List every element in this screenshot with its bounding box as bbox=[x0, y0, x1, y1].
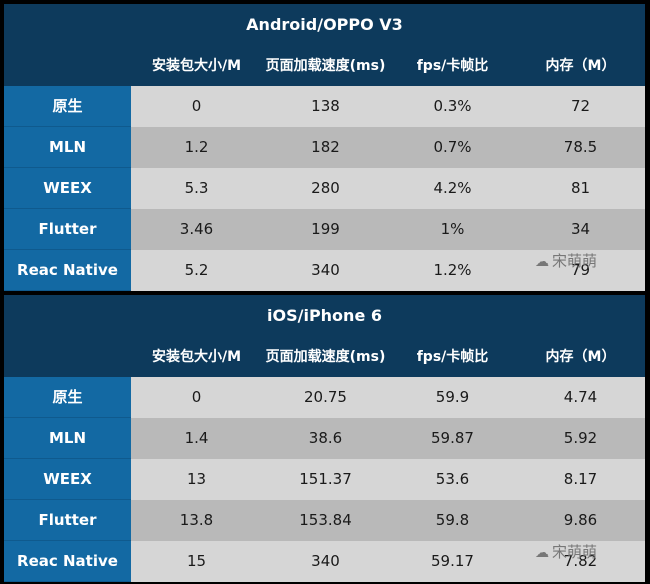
android-table: Android/OPPO V3 安装包大小/M 页面加载速度(ms) fps/卡… bbox=[4, 4, 645, 291]
row-header: MLN bbox=[4, 418, 131, 459]
cell-size: 1.2 bbox=[131, 127, 262, 168]
cell-load-speed: 138 bbox=[262, 86, 389, 127]
cell-load-speed: 280 bbox=[262, 168, 389, 209]
table-row: Reac Native 5.2 340 1.2% 79 bbox=[4, 250, 645, 291]
table-row: WEEX 5.3 280 4.2% 81 bbox=[4, 168, 645, 209]
cell-load-speed: 340 bbox=[262, 541, 389, 582]
cell-fps: 1.2% bbox=[389, 250, 516, 291]
cell-size: 1.4 bbox=[131, 418, 262, 459]
row-header: WEEX bbox=[4, 459, 131, 500]
cell-fps: 53.6 bbox=[389, 459, 516, 500]
table-row: Reac Native 15 340 59.17 7.82 bbox=[4, 541, 645, 582]
wechat-icon: ☁ bbox=[535, 545, 549, 561]
cell-fps: 0.7% bbox=[389, 127, 516, 168]
row-header: 原生 bbox=[4, 86, 131, 127]
cell-size: 15 bbox=[131, 541, 262, 582]
cell-memory: 79 bbox=[516, 250, 645, 291]
col-header-memory: 内存（M） bbox=[545, 349, 616, 365]
cell-fps: 59.17 bbox=[389, 541, 516, 582]
cell-fps: 1% bbox=[389, 209, 516, 250]
watermark-text: 宋萌萌 bbox=[552, 252, 598, 270]
header-stub bbox=[4, 337, 131, 377]
cell-load-speed: 20.75 bbox=[262, 377, 389, 418]
row-header: Reac Native bbox=[4, 541, 131, 582]
row-header: Reac Native bbox=[4, 250, 131, 291]
cell-load-speed: 199 bbox=[262, 209, 389, 250]
cell-memory: 78.5 bbox=[516, 127, 645, 168]
cell-memory: 81 bbox=[516, 168, 645, 209]
cell-fps: 59.87 bbox=[389, 418, 516, 459]
cell-fps: 59.9 bbox=[389, 377, 516, 418]
column-headers: 安装包大小/M 页面加载速度(ms) fps/卡帧比 内存（M） bbox=[4, 46, 645, 86]
cell-memory: 8.17 bbox=[516, 459, 645, 500]
column-headers: 安装包大小/M 页面加载速度(ms) fps/卡帧比 内存（M） bbox=[4, 337, 645, 377]
row-header: Flutter bbox=[4, 209, 131, 250]
cell-memory: 4.74 bbox=[516, 377, 645, 418]
table-row: 原生 0 20.75 59.9 4.74 bbox=[4, 377, 645, 418]
cell-load-speed: 182 bbox=[262, 127, 389, 168]
cell-load-speed: 151.37 bbox=[262, 459, 389, 500]
watermark-text: 宋萌萌 bbox=[552, 543, 598, 561]
watermark: ☁ 宋萌萌 bbox=[532, 250, 597, 271]
col-header-load-speed: 页面加载速度(ms) bbox=[265, 349, 386, 365]
cell-memory: 72 bbox=[516, 86, 645, 127]
table-title: iOS/iPhone 6 bbox=[267, 306, 382, 325]
cell-size: 0 bbox=[131, 86, 262, 127]
row-header: MLN bbox=[4, 127, 131, 168]
wechat-icon: ☁ bbox=[535, 254, 549, 270]
cell-fps: 4.2% bbox=[389, 168, 516, 209]
cell-fps: 59.8 bbox=[389, 500, 516, 541]
table-row: WEEX 13 151.37 53.6 8.17 bbox=[4, 459, 645, 500]
table-row: Flutter 13.8 153.84 59.8 9.86 bbox=[4, 500, 645, 541]
row-header: 原生 bbox=[4, 377, 131, 418]
row-header: Flutter bbox=[4, 500, 131, 541]
cell-fps: 0.3% bbox=[389, 86, 516, 127]
ios-table: iOS/iPhone 6 安装包大小/M 页面加载速度(ms) fps/卡帧比 … bbox=[4, 295, 645, 582]
row-header: WEEX bbox=[4, 168, 131, 209]
col-header-memory: 内存（M） bbox=[545, 58, 616, 74]
header-stub bbox=[4, 46, 131, 86]
table-row: 原生 0 138 0.3% 72 bbox=[4, 86, 645, 127]
table-row: MLN 1.4 38.6 59.87 5.92 bbox=[4, 418, 645, 459]
table-row: Flutter 3.46 199 1% 34 bbox=[4, 209, 645, 250]
col-header-size: 安装包大小/M bbox=[151, 349, 242, 365]
col-header-size: 安装包大小/M bbox=[151, 58, 242, 74]
col-header-fps: fps/卡帧比 bbox=[416, 349, 489, 365]
cell-memory: 9.86 bbox=[516, 500, 645, 541]
cell-size: 13 bbox=[131, 459, 262, 500]
table-title: Android/OPPO V3 bbox=[246, 15, 403, 34]
cell-size: 13.8 bbox=[131, 500, 262, 541]
col-header-fps: fps/卡帧比 bbox=[416, 58, 489, 74]
cell-load-speed: 153.84 bbox=[262, 500, 389, 541]
col-header-load-speed: 页面加载速度(ms) bbox=[265, 58, 386, 74]
table-row: MLN 1.2 182 0.7% 78.5 bbox=[4, 127, 645, 168]
watermark: ☁ 宋萌萌 bbox=[532, 541, 597, 562]
cell-size: 5.2 bbox=[131, 250, 262, 291]
cell-size: 3.46 bbox=[131, 209, 262, 250]
cell-load-speed: 38.6 bbox=[262, 418, 389, 459]
cell-size: 5.3 bbox=[131, 168, 262, 209]
cell-memory: 5.92 bbox=[516, 418, 645, 459]
cell-load-speed: 340 bbox=[262, 250, 389, 291]
cell-memory: 7.82 bbox=[516, 541, 645, 582]
cell-size: 0 bbox=[131, 377, 262, 418]
cell-memory: 34 bbox=[516, 209, 645, 250]
